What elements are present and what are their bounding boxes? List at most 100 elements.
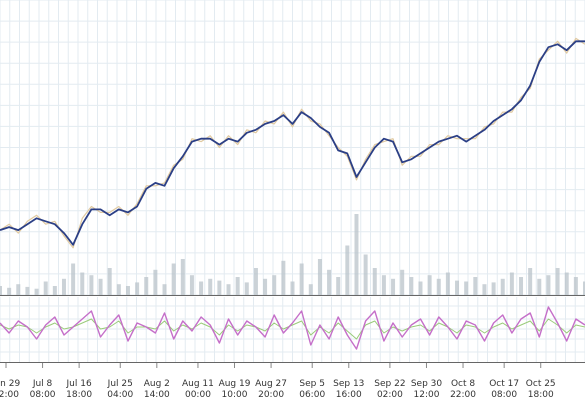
volume-bar [52, 286, 57, 295]
oscillator-grid [0, 297, 585, 362]
volume-bar [235, 277, 240, 295]
x-tick-label-date: Aug 27 [255, 379, 287, 389]
volume-bar [409, 277, 414, 295]
x-tick-label-date: Aug 2 [144, 379, 170, 389]
x-tick-label-date: Sep 13 [333, 379, 364, 389]
volume-bar [16, 284, 21, 295]
x-tick-label-time: 22:00 [450, 390, 476, 400]
volume-bar [336, 277, 341, 295]
volume-bar [509, 272, 514, 295]
volume-bar [153, 269, 158, 295]
volume-bar [537, 278, 542, 295]
oscillator-line [0, 306, 585, 350]
volume-bar [217, 280, 222, 295]
x-tick-label-date: Jul 16 [66, 379, 92, 389]
volume-bar [363, 254, 368, 295]
price-lines [0, 37, 585, 249]
volume-bar [564, 272, 569, 295]
x-tick-label-date: Jul 8 [32, 379, 53, 389]
volume-bar [400, 269, 405, 295]
volume-bar [43, 281, 48, 295]
volume-bar [199, 281, 204, 295]
volume-bar [528, 268, 533, 295]
volume-bar [327, 269, 332, 295]
volume-bar [208, 278, 213, 295]
price-smoothed-line [0, 40, 585, 246]
price-grid [0, 0, 585, 296]
x-tick-label-time: 14:00 [144, 390, 170, 400]
x-tick-label-date: Oct 8 [451, 379, 475, 389]
volume-bar [573, 277, 578, 295]
x-tick-label-date: Jul 25 [107, 379, 133, 389]
volume-bar [290, 281, 295, 295]
x-tick-label-time: 18:00 [528, 390, 554, 400]
x-tick-label-date: Sep 22 [374, 379, 405, 389]
volume-bar [116, 284, 121, 295]
volume-bar [89, 275, 94, 295]
volume-bar [135, 282, 140, 295]
volume-bar [418, 281, 423, 295]
volume-bar [464, 281, 469, 295]
volume-bar [253, 268, 258, 295]
x-tick-label-time: 08:00 [491, 390, 517, 400]
volume-bar [180, 259, 185, 295]
volume-bar [34, 288, 39, 295]
volume-bar [226, 284, 231, 295]
x-tick-label-date: Jun 29 [0, 379, 20, 389]
volume-bar [473, 277, 478, 295]
volume-bar [244, 282, 249, 295]
volume-bar [391, 278, 396, 295]
volume-bar [317, 259, 322, 295]
volume-bar [345, 245, 350, 295]
x-tick-label-time: 06:00 [299, 390, 325, 400]
x-tick-label-date: Oct 25 [526, 379, 556, 389]
volume-bar [144, 277, 149, 295]
volume-bar [71, 263, 76, 295]
x-tick-label-time: 02:00 [377, 390, 403, 400]
volume-bar [7, 287, 12, 295]
volume-bar [25, 286, 30, 295]
volume-bar [500, 278, 505, 295]
x-tick-label-date: Aug 19 [219, 379, 251, 389]
oscillator-lines [0, 306, 585, 350]
volume-bar [80, 272, 85, 295]
x-tick-label-date: Aug 11 [182, 379, 214, 389]
volume-bar [546, 275, 551, 295]
x-tick-label-time: 16:00 [336, 390, 362, 400]
x-tick-label-time: 02:00 [0, 390, 19, 400]
volume-bar [61, 278, 66, 295]
volume-bar [272, 275, 277, 295]
volume-bar [98, 278, 103, 295]
x-tick-label-date: Sep 30 [411, 379, 443, 389]
x-tick-label-time: 00:00 [185, 390, 211, 400]
volume-bar [354, 214, 359, 295]
volume-bars [0, 214, 585, 295]
volume-bar [455, 280, 460, 295]
volume-bar [189, 275, 194, 295]
volume-bar [372, 268, 377, 295]
oscillator-signal-line [0, 318, 585, 340]
volume-bar [427, 275, 432, 295]
x-tick-label-time: 18:00 [66, 390, 92, 400]
x-tick-label-date: Oct 17 [489, 379, 519, 389]
volume-bar [281, 260, 286, 295]
volume-bar [555, 268, 560, 295]
volume-bar [125, 286, 130, 295]
x-tick-label-date: Sep 5 [299, 379, 325, 389]
x-tick-label-time: 10:00 [222, 390, 248, 400]
volume-bar [436, 278, 441, 295]
x-tick-label-time: 04:00 [107, 390, 133, 400]
volume-bar [299, 263, 304, 295]
volume-bar [171, 263, 176, 295]
volume-bar [162, 284, 167, 295]
x-tick-label-time: 20:00 [258, 390, 284, 400]
x-tick-label-time: 08:00 [30, 390, 56, 400]
volume-bar [0, 286, 2, 295]
volume-bar [308, 284, 313, 295]
volume-bar [445, 272, 450, 295]
volume-bar [263, 278, 268, 295]
volume-bar [519, 277, 524, 295]
volume-bar [491, 282, 496, 295]
